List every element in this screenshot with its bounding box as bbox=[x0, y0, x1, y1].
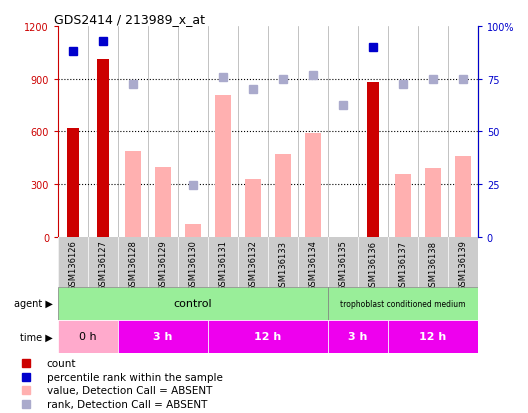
Bar bbox=[328, 320, 388, 353]
Bar bbox=[125, 152, 142, 237]
Bar bbox=[367, 83, 379, 237]
Text: trophoblast conditioned medium: trophoblast conditioned medium bbox=[340, 299, 466, 308]
Text: GSM136139: GSM136139 bbox=[458, 240, 467, 291]
Bar bbox=[275, 155, 291, 237]
Text: time ▶: time ▶ bbox=[20, 332, 53, 342]
Bar bbox=[185, 224, 201, 237]
Text: 0 h: 0 h bbox=[79, 332, 97, 342]
Text: 3 h: 3 h bbox=[348, 332, 367, 342]
Text: percentile rank within the sample: percentile rank within the sample bbox=[47, 372, 223, 382]
Text: 12 h: 12 h bbox=[419, 332, 447, 342]
Text: GSM136127: GSM136127 bbox=[99, 240, 108, 291]
Bar bbox=[97, 60, 109, 237]
Bar bbox=[394, 174, 411, 237]
Text: GSM136137: GSM136137 bbox=[399, 240, 408, 291]
Bar bbox=[58, 320, 118, 353]
Bar bbox=[58, 287, 328, 320]
Bar bbox=[215, 95, 231, 237]
Bar bbox=[67, 128, 79, 237]
Text: GSM136135: GSM136135 bbox=[338, 240, 347, 291]
Text: GSM136138: GSM136138 bbox=[428, 240, 437, 291]
Bar bbox=[244, 180, 261, 237]
Bar bbox=[118, 320, 208, 353]
Text: GSM136133: GSM136133 bbox=[278, 240, 287, 291]
Bar bbox=[388, 320, 478, 353]
Text: GSM136130: GSM136130 bbox=[188, 240, 197, 291]
Text: value, Detection Call = ABSENT: value, Detection Call = ABSENT bbox=[47, 385, 212, 395]
Text: agent ▶: agent ▶ bbox=[14, 299, 53, 309]
Text: GSM136129: GSM136129 bbox=[158, 240, 167, 291]
Bar bbox=[455, 157, 471, 237]
Text: 3 h: 3 h bbox=[153, 332, 173, 342]
Text: GSM136134: GSM136134 bbox=[308, 240, 317, 291]
Text: GSM136128: GSM136128 bbox=[128, 240, 137, 291]
Bar bbox=[155, 167, 171, 237]
Bar bbox=[208, 320, 328, 353]
Text: control: control bbox=[174, 299, 212, 309]
Text: count: count bbox=[47, 358, 76, 368]
Text: GSM136132: GSM136132 bbox=[249, 240, 258, 291]
Text: GSM136136: GSM136136 bbox=[369, 240, 378, 291]
Bar bbox=[425, 169, 441, 237]
Text: GSM136126: GSM136126 bbox=[69, 240, 78, 291]
Bar bbox=[328, 287, 478, 320]
Text: 12 h: 12 h bbox=[254, 332, 281, 342]
Text: GDS2414 / 213989_x_at: GDS2414 / 213989_x_at bbox=[54, 13, 205, 26]
Text: GSM136131: GSM136131 bbox=[219, 240, 228, 291]
Text: rank, Detection Call = ABSENT: rank, Detection Call = ABSENT bbox=[47, 399, 207, 409]
Bar bbox=[305, 134, 321, 237]
